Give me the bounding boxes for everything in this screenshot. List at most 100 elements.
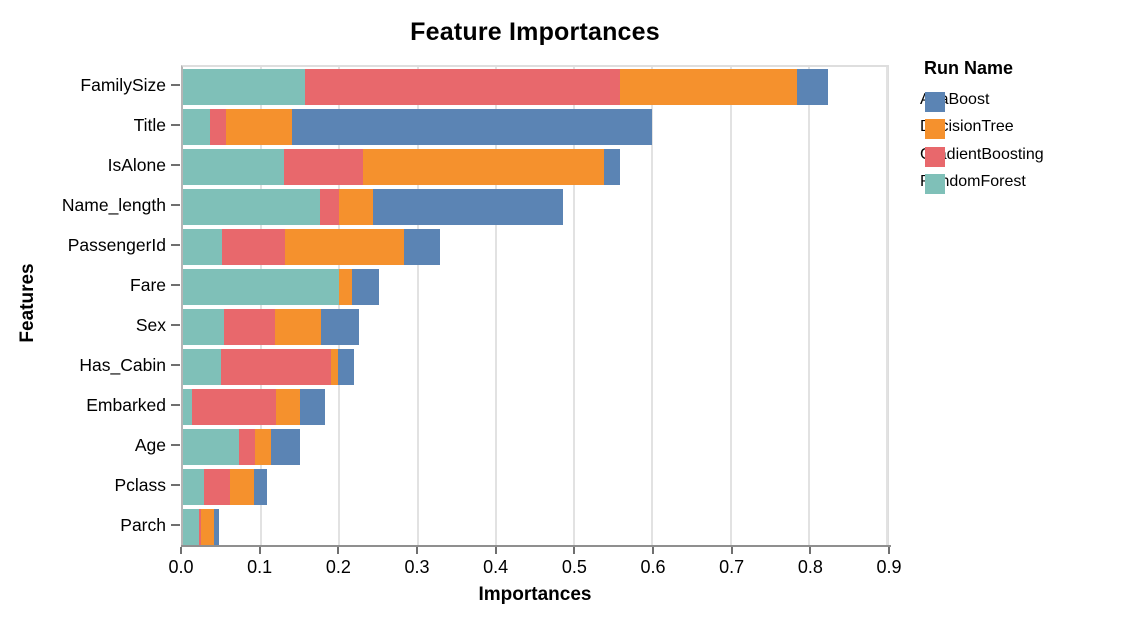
bar-segment-randomforest (183, 149, 284, 185)
y-tick (171, 484, 180, 486)
bar-segment-randomforest (183, 309, 225, 345)
bar-segment-adaboost (337, 349, 355, 385)
bar-segment-adaboost (291, 109, 652, 145)
y-axis-label: Name_length (61, 195, 166, 215)
bar-segment-decisiontree (229, 469, 255, 505)
legend-item-list: AdaBoost DecisionTree GradientBoosting Rand… (920, 91, 1130, 201)
gridline (416, 67, 419, 545)
x-tick (337, 547, 340, 554)
legend-swatch (925, 92, 945, 112)
x-tick-label: 0.5 (561, 557, 587, 577)
x-tick-label: 0.1 (247, 557, 273, 577)
bar-row (183, 269, 887, 305)
x-tick (494, 547, 497, 554)
bar-row (183, 349, 887, 385)
x-tick-label: 0.0 (168, 557, 194, 577)
bar-segment-gradientboosting (224, 309, 275, 345)
bar-segment-gradientboosting (319, 189, 339, 225)
bar-segment-adaboost (214, 509, 219, 545)
bar-segment-decisiontree (200, 509, 215, 545)
legend-swatch (925, 119, 945, 140)
x-tick (888, 547, 890, 554)
y-tick (171, 204, 180, 206)
bar-segment-adaboost (300, 389, 326, 425)
y-tick (171, 84, 180, 86)
bar-segment-decisiontree (284, 229, 405, 265)
legend-item-adaboost: AdaBoost (920, 91, 989, 113)
y-tick (171, 524, 180, 526)
bar-segment-decisiontree (338, 189, 374, 225)
bar-row (183, 389, 887, 425)
bar-segment-adaboost (351, 269, 379, 305)
y-axis-label: Age (134, 435, 166, 455)
y-tick (171, 124, 180, 126)
x-tick (258, 547, 261, 554)
bar-segment-adaboost (321, 309, 359, 345)
legend-title: Run Name (924, 58, 1014, 78)
bar-segment-gradientboosting (209, 109, 227, 145)
gridline (651, 67, 654, 545)
bar-segment-gradientboosting (305, 69, 621, 105)
gridline (338, 67, 341, 545)
x-tick-label: 0.9 (876, 557, 902, 577)
legend-item-gradientboosting: GradientBoosting (920, 146, 1044, 168)
y-axis-label: FamilySize (80, 75, 166, 95)
gridline (729, 67, 732, 545)
y-axis-label: Has_Cabin (79, 355, 166, 375)
x-tick (416, 547, 418, 554)
y-axis-label: Pclass (114, 475, 166, 495)
legend-item-label: GradientBoosting (920, 145, 1044, 163)
bar-segment-randomforest (183, 189, 320, 225)
bar-segment-gradientboosting (192, 389, 277, 425)
y-tick (171, 164, 180, 166)
bar-segment-decisiontree (254, 429, 272, 465)
x-tick (652, 547, 654, 554)
chart-title: Feature Importances (410, 18, 660, 46)
bar-segment-randomforest (183, 69, 306, 105)
y-tick (171, 364, 180, 366)
gridline (494, 67, 497, 545)
y-axis-label: Title (133, 115, 166, 135)
y-axis-label: PassengerId (67, 235, 166, 255)
bar-segment-randomforest (183, 269, 340, 305)
legend-swatch (925, 146, 945, 167)
y-axis-label: IsAlone (107, 155, 166, 175)
bar-segment-adaboost (797, 69, 828, 105)
bar-segment-adaboost (603, 149, 621, 185)
x-tick (573, 547, 576, 554)
x-axis-title: Importances (478, 584, 592, 605)
bar-segment-adaboost (404, 229, 441, 265)
legend-item-randomforest: RandomForest (920, 173, 1026, 195)
y-tick (171, 284, 180, 286)
y-axis-label: Sex (135, 315, 166, 335)
y-tick (171, 324, 180, 326)
gridline (260, 67, 263, 545)
bar-segment-decisiontree (274, 309, 322, 345)
bar-segment-gradientboosting (221, 349, 331, 385)
bar-row (183, 469, 887, 505)
bar-segment-decisiontree (362, 149, 604, 185)
bar-segment-gradientboosting (204, 469, 230, 505)
bar-segment-randomforest (183, 389, 193, 425)
bar-segment-randomforest (183, 109, 210, 145)
bar-segment-decisiontree (276, 389, 301, 425)
gridline (573, 67, 576, 545)
legend: Run Name AdaBoost DecisionTree GradientBoo… (920, 58, 1130, 201)
x-tick (809, 547, 812, 554)
x-tick-label: 0.2 (325, 557, 351, 577)
bar-segment-gradientboosting (239, 429, 255, 465)
legend-item-label: RandomForest (920, 173, 1026, 191)
bar-row (183, 229, 887, 265)
gridline (886, 67, 888, 545)
x-tick-label: 0.6 (640, 557, 666, 577)
bar-segment-randomforest (183, 229, 223, 265)
bar-segment-decisiontree (226, 109, 292, 145)
y-tick (171, 444, 180, 446)
legend-item-decisiontree: DecisionTree (920, 118, 1014, 140)
bar-segment-randomforest (183, 469, 205, 505)
bar-row (183, 509, 887, 545)
bar-segment-adaboost (271, 429, 300, 465)
bar-segment-adaboost (254, 469, 267, 505)
bar-row (183, 149, 887, 185)
